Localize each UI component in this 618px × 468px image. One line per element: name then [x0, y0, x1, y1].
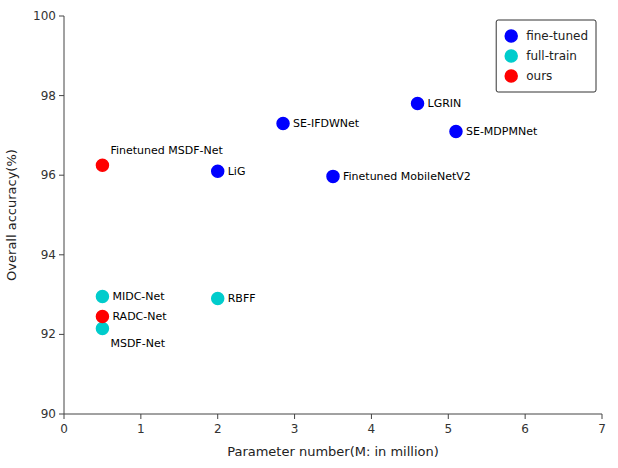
legend-marker — [505, 50, 517, 62]
x-tick-label: 5 — [444, 422, 452, 436]
x-tick — [294, 414, 295, 419]
point-label: RADC-Net — [112, 310, 167, 323]
point-label: Finetuned MSDF-Net — [110, 144, 223, 157]
legend-label: full-train — [526, 49, 577, 63]
point — [96, 159, 108, 171]
point-labels: LGRIN SE-IFDWNet SE-MDPMNet Finetuned MSDF-… — [110, 97, 538, 350]
point-label: MIDC-Net — [112, 290, 165, 303]
y-tick-label: 98 — [41, 89, 56, 103]
y-tick — [59, 95, 64, 96]
x-tick-label: 4 — [368, 422, 376, 436]
legend-marker — [505, 30, 517, 42]
axes: 0 1 2 3 4 5 6 7 90 92 94 96 98 100 — [33, 9, 606, 436]
point — [96, 310, 108, 322]
point — [277, 117, 289, 129]
legend-label: ours — [526, 69, 552, 83]
legend-label: fine-tuned — [526, 29, 588, 43]
point-label: Finetuned MobileNetV2 — [343, 170, 471, 183]
point-label: LGRIN — [428, 97, 462, 110]
x-tick-label: 3 — [291, 422, 299, 436]
y-tick-label: 90 — [41, 407, 56, 421]
point — [96, 291, 108, 303]
x-tick — [217, 414, 218, 419]
point — [450, 125, 462, 137]
x-tick — [525, 414, 526, 419]
y-tick-label: 94 — [41, 248, 56, 262]
point-label: RBFF — [228, 292, 256, 305]
x-tick-label: 1 — [137, 422, 145, 436]
points — [96, 98, 462, 335]
legend: fine-tuned full-train ours — [496, 20, 596, 92]
y-tick-label: 96 — [41, 168, 56, 182]
x-tick-label: 2 — [214, 422, 222, 436]
chart: 0 1 2 3 4 5 6 7 90 92 94 96 98 100 Parameter number(M:… — [0, 0, 618, 468]
x-tick-label: 0 — [60, 422, 68, 436]
point — [327, 170, 339, 182]
point-label: MSDF-Net — [110, 337, 165, 350]
point — [96, 322, 108, 334]
point — [212, 165, 224, 177]
point — [212, 293, 224, 305]
x-tick — [371, 414, 372, 419]
x-tick-label: 6 — [521, 422, 529, 436]
point-label: SE-MDPMNet — [466, 125, 538, 138]
y-tick-label: 92 — [41, 327, 56, 341]
y-axis-line — [64, 16, 65, 414]
point — [412, 98, 424, 110]
y-tick — [59, 175, 64, 176]
y-tick — [59, 254, 64, 255]
x-axis-label: Parameter number(M: in million) — [227, 444, 439, 459]
y-tick — [59, 414, 64, 415]
y-axis-label: Overall accuracy(%) — [4, 149, 19, 281]
legend-box — [496, 20, 596, 92]
y-tick — [59, 334, 64, 335]
point-label: LiG — [228, 165, 246, 178]
x-tick-label: 7 — [598, 422, 606, 436]
y-tick-label: 100 — [33, 9, 56, 23]
x-axis-line — [64, 414, 602, 415]
x-tick — [602, 414, 603, 419]
legend-marker — [505, 70, 517, 82]
point-label: SE-IFDWNet — [293, 117, 360, 130]
y-tick — [59, 16, 64, 17]
x-tick — [140, 414, 141, 419]
x-tick — [448, 414, 449, 419]
x-tick — [64, 414, 65, 419]
